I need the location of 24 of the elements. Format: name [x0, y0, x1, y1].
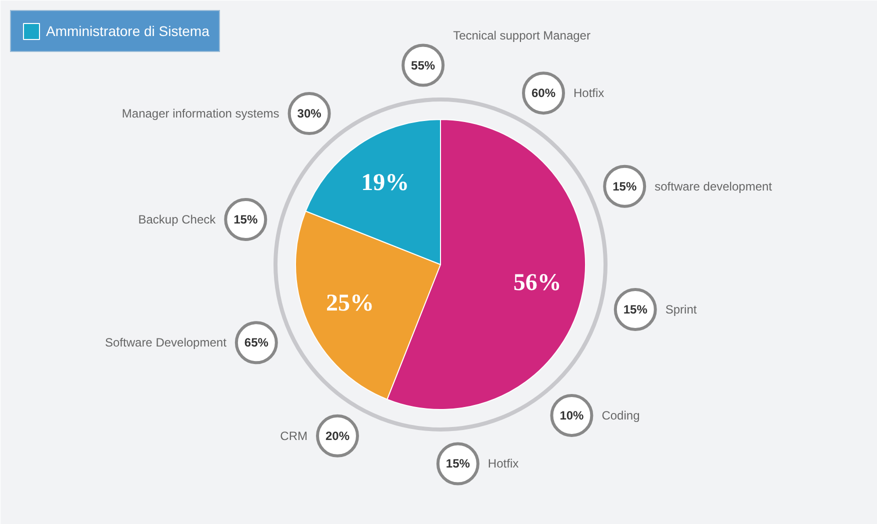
text: Tecnical support Manager — [453, 28, 590, 42]
text: 15% — [612, 179, 637, 194]
text: Coding — [602, 408, 640, 422]
text: 55% — [411, 58, 436, 72]
text: Manager information systems — [122, 106, 280, 121]
text: 30% — [297, 106, 322, 121]
text: Hotfix — [488, 456, 519, 471]
text: Backup Check — [138, 212, 217, 227]
text: Software Development — [105, 336, 228, 350]
data-label: 56% — [513, 270, 562, 296]
text: 20% — [325, 428, 350, 443]
text: 60% — [532, 86, 556, 100]
text: CRM — [280, 428, 308, 443]
text: software development — [654, 179, 773, 194]
text: Sprint — [665, 302, 698, 316]
text: Hotfix — [574, 86, 604, 100]
text: 10% — [560, 408, 584, 422]
legend-label: Amministratore di Sistema — [46, 23, 210, 39]
data-label: 25% — [326, 290, 374, 317]
text: 15% — [234, 212, 258, 227]
data-label: 19% — [361, 170, 410, 196]
text: 65% — [244, 336, 269, 350]
text: 15% — [446, 456, 470, 471]
text: 15% — [623, 302, 648, 316]
